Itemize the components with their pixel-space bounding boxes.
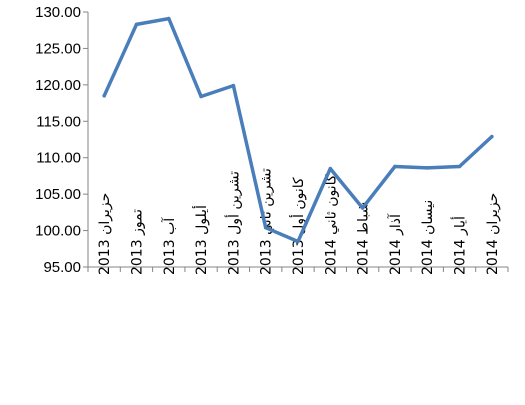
y-tick-label: 130.00: [35, 4, 81, 21]
data-point: [296, 239, 300, 244]
data-point: [263, 225, 268, 230]
x-tick-label: كانون أول 2013: [289, 177, 307, 275]
data-point: [328, 166, 333, 171]
data-point: [425, 166, 429, 170]
y-tick-label: 105.00: [35, 186, 81, 203]
data-point: [393, 164, 397, 169]
y-tick-label: 100.00: [35, 223, 81, 240]
x-axis: حزيران 2013 تموز 2013 آب 2013 أيلول 2013 تشر…: [87, 168, 509, 275]
data-point: [360, 206, 365, 210]
x-tick-label: نيسان 2014: [420, 200, 436, 275]
x-tick-label: حزيران 2013: [97, 193, 113, 275]
y-tick-label: 125.00: [35, 40, 81, 57]
y-tick-label: 120.00: [35, 77, 81, 94]
data-point: [134, 22, 139, 27]
x-tick-label: كانون ثاني 2014: [323, 174, 339, 275]
data-point: [167, 16, 171, 21]
x-tick-label: تموز 2013: [129, 209, 145, 275]
y-tick-label: 115.00: [36, 113, 81, 130]
data-point: [199, 94, 203, 99]
x-tick-label: آب 2013: [161, 217, 178, 275]
y-tick-label: 110.00: [36, 150, 81, 167]
data-point: [102, 94, 106, 98]
y-axis: 95.00 100.00 105.00 110.00 115.00 120.00 125.0…: [35, 4, 89, 276]
data-point: [231, 83, 236, 88]
x-tick-label: شباط 2014: [356, 202, 372, 275]
x-tick-label: حزيران 2014: [485, 193, 501, 275]
data-point: [457, 164, 462, 169]
x-tick-label: أيار 2014: [451, 216, 469, 275]
x-tick-label: أيلول 2013: [192, 205, 210, 275]
x-tick-label: تشرين أول 2013: [224, 171, 242, 275]
x-tick-label: آذار 2014: [387, 213, 404, 275]
series-layer: [102, 16, 494, 244]
data-point: [490, 134, 494, 139]
x-tick-label: تشرين ثاني 2013: [259, 168, 275, 275]
y-tick-label: 95.00: [43, 259, 81, 276]
